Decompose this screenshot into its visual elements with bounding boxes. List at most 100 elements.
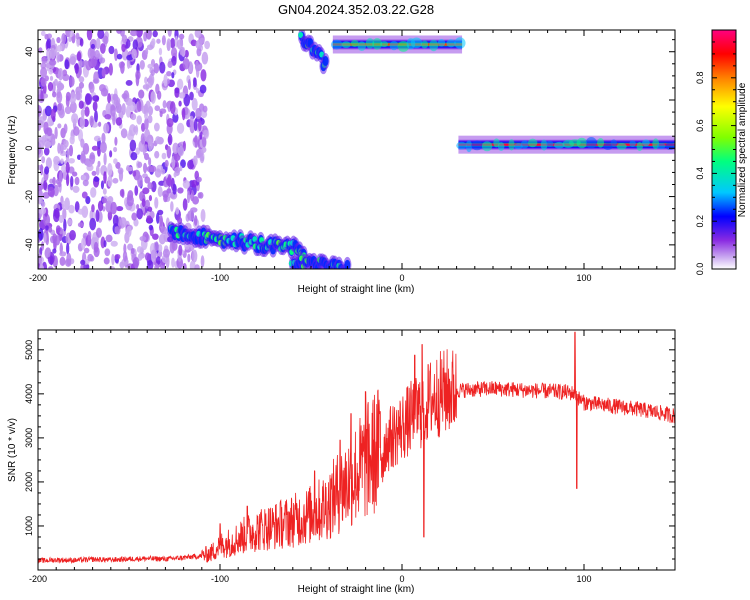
noise-blob (87, 230, 92, 241)
noise-blob (190, 207, 198, 213)
noise-blob (114, 253, 121, 260)
figure-title: GN04.2024.352.03.22.G28 (278, 2, 434, 17)
noise-blob (91, 170, 97, 176)
noise-blob (194, 30, 202, 39)
noise-blob (166, 145, 172, 159)
line-blob (508, 139, 515, 151)
noise-blob (147, 182, 153, 190)
noise-blob (53, 155, 61, 165)
noise-blob (139, 235, 147, 242)
noise-blob (85, 196, 91, 205)
noise-blob (120, 61, 125, 74)
noise-blob (193, 77, 197, 88)
noise-blob (101, 132, 106, 144)
noise-blob (92, 95, 100, 102)
noise-blob (154, 197, 159, 209)
noise-blob (113, 158, 118, 165)
noise-blob (68, 157, 75, 164)
noise-blob (114, 136, 118, 146)
line-blob (520, 140, 529, 149)
noise-blob (164, 159, 169, 168)
noise-blob (176, 122, 185, 134)
noise-blob (197, 118, 202, 132)
noise-blob (113, 146, 118, 153)
noise-blob (42, 192, 50, 199)
noise-blob (199, 37, 205, 44)
noise-blob (191, 249, 198, 263)
line-blob (446, 39, 456, 48)
noise-blob (131, 48, 137, 60)
noise-blob (150, 249, 158, 259)
noise-blob (38, 105, 43, 117)
noise-blob (110, 240, 118, 247)
line-blob (576, 137, 588, 149)
noise-blob (132, 39, 139, 51)
noise-blob (103, 122, 110, 134)
noise-blob (121, 93, 128, 100)
noise-blob (178, 100, 182, 107)
noise-blob (102, 188, 107, 195)
noise-blob (52, 248, 57, 254)
spectrogram-x-tick-label: -200 (29, 273, 47, 283)
noise-blob (74, 201, 80, 213)
noise-blob (61, 164, 66, 173)
noise-blob (69, 76, 75, 87)
spectrogram-x-tick-label: 0 (399, 273, 404, 283)
noise-blob (198, 192, 204, 199)
noise-blob (65, 173, 70, 187)
line-blob (610, 139, 617, 147)
line-blob (471, 140, 483, 151)
noise-blob (143, 162, 148, 174)
noise-blob (58, 108, 65, 119)
noise-blob (68, 36, 72, 43)
noise-blob (160, 226, 168, 235)
noise-blob (68, 204, 75, 214)
noise-blob (129, 139, 137, 152)
colorbar-tick-label: 0.4 (695, 167, 705, 180)
noise-blob (73, 126, 80, 136)
noise-blob (192, 155, 198, 166)
noise-blob (41, 56, 48, 64)
noise-blob (79, 115, 86, 129)
noise-blob (154, 105, 161, 112)
noise-blob (69, 56, 76, 65)
noise-blob (144, 48, 149, 56)
noise-blob (142, 187, 150, 195)
noise-blob (79, 37, 84, 47)
noise-blob (140, 133, 146, 145)
noise-blob (132, 170, 137, 177)
noise-blob (144, 144, 148, 153)
noise-blob (125, 105, 131, 118)
noise-blob (166, 71, 172, 77)
line-blob (429, 39, 439, 52)
noise-blob (69, 30, 74, 37)
noise-blob (47, 186, 55, 198)
noise-blob (77, 222, 84, 228)
spectrogram-x-tick-label: 100 (576, 273, 591, 283)
noise-blob (43, 232, 47, 244)
line-blob (465, 140, 473, 153)
noise-blob (64, 106, 72, 115)
noise-blob (178, 92, 186, 99)
noise-blob (45, 247, 51, 258)
colorbar-tick-label: 0.8 (695, 72, 705, 85)
noise-blob (57, 142, 61, 154)
noise-blob (176, 257, 184, 269)
band-core (344, 259, 351, 269)
noise-blob (107, 92, 111, 104)
noise-blob (87, 253, 94, 262)
snr-ticks: -200 -100 0 100 1000 2000 3000 4000 5000 (24, 330, 676, 584)
line-blob (456, 141, 467, 150)
snr-plot-area (38, 330, 675, 570)
noise-blob (44, 33, 49, 40)
line-blob (603, 143, 613, 151)
snr-y-tick-label: 3000 (24, 428, 34, 448)
noise-blob (49, 59, 57, 66)
noise-blob (135, 73, 140, 87)
noise-blob (51, 91, 57, 98)
noise-blob (46, 48, 52, 61)
noise-blob (99, 141, 107, 154)
noise-blob (115, 117, 123, 126)
